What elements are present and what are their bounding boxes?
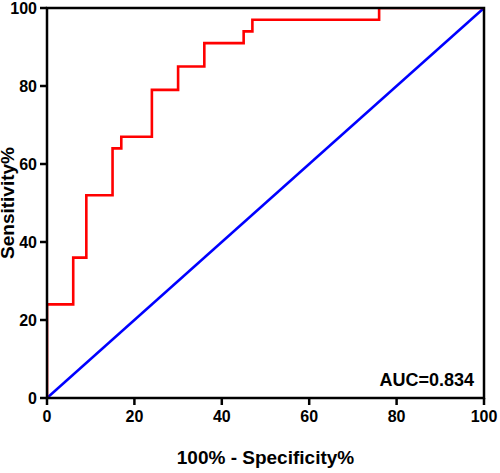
y-tick — [40, 397, 47, 400]
series-line — [47, 8, 484, 398]
y-tick-label: 20 — [19, 312, 37, 329]
x-tick — [133, 398, 136, 405]
y-tick-label: 80 — [19, 78, 37, 95]
x-tick — [221, 398, 224, 405]
y-tick — [40, 319, 47, 322]
annotation: AUC=0.834 — [379, 370, 474, 390]
series-line — [47, 8, 484, 398]
x-tick-label: 100 — [471, 408, 498, 425]
y-tick — [40, 163, 47, 166]
x-tick-label: 0 — [43, 408, 52, 425]
y-tick-label: 40 — [19, 234, 37, 251]
x-tick-label: 20 — [126, 408, 144, 425]
x-axis-label: 100% - Specificity% — [177, 447, 355, 468]
plot-frame — [47, 8, 484, 398]
x-tick-label: 80 — [388, 408, 406, 425]
x-tick — [308, 398, 311, 405]
y-axis-label: Sensitivity% — [0, 147, 18, 259]
x-tick-label: 40 — [213, 408, 231, 425]
x-tick — [483, 398, 486, 405]
y-tick — [40, 85, 47, 88]
y-tick — [40, 7, 47, 10]
x-tick — [395, 398, 398, 405]
series-group — [47, 8, 484, 398]
x-tick-label: 60 — [300, 408, 318, 425]
chart: 0 20 40 60 80 100 0 20 40 60 80 100 100% - Specifici… — [0, 0, 500, 473]
y-tick-label: 0 — [28, 390, 37, 407]
y-tick-label: 100 — [10, 0, 37, 17]
y-tick — [40, 241, 47, 244]
y-tick-label: 60 — [19, 156, 37, 173]
